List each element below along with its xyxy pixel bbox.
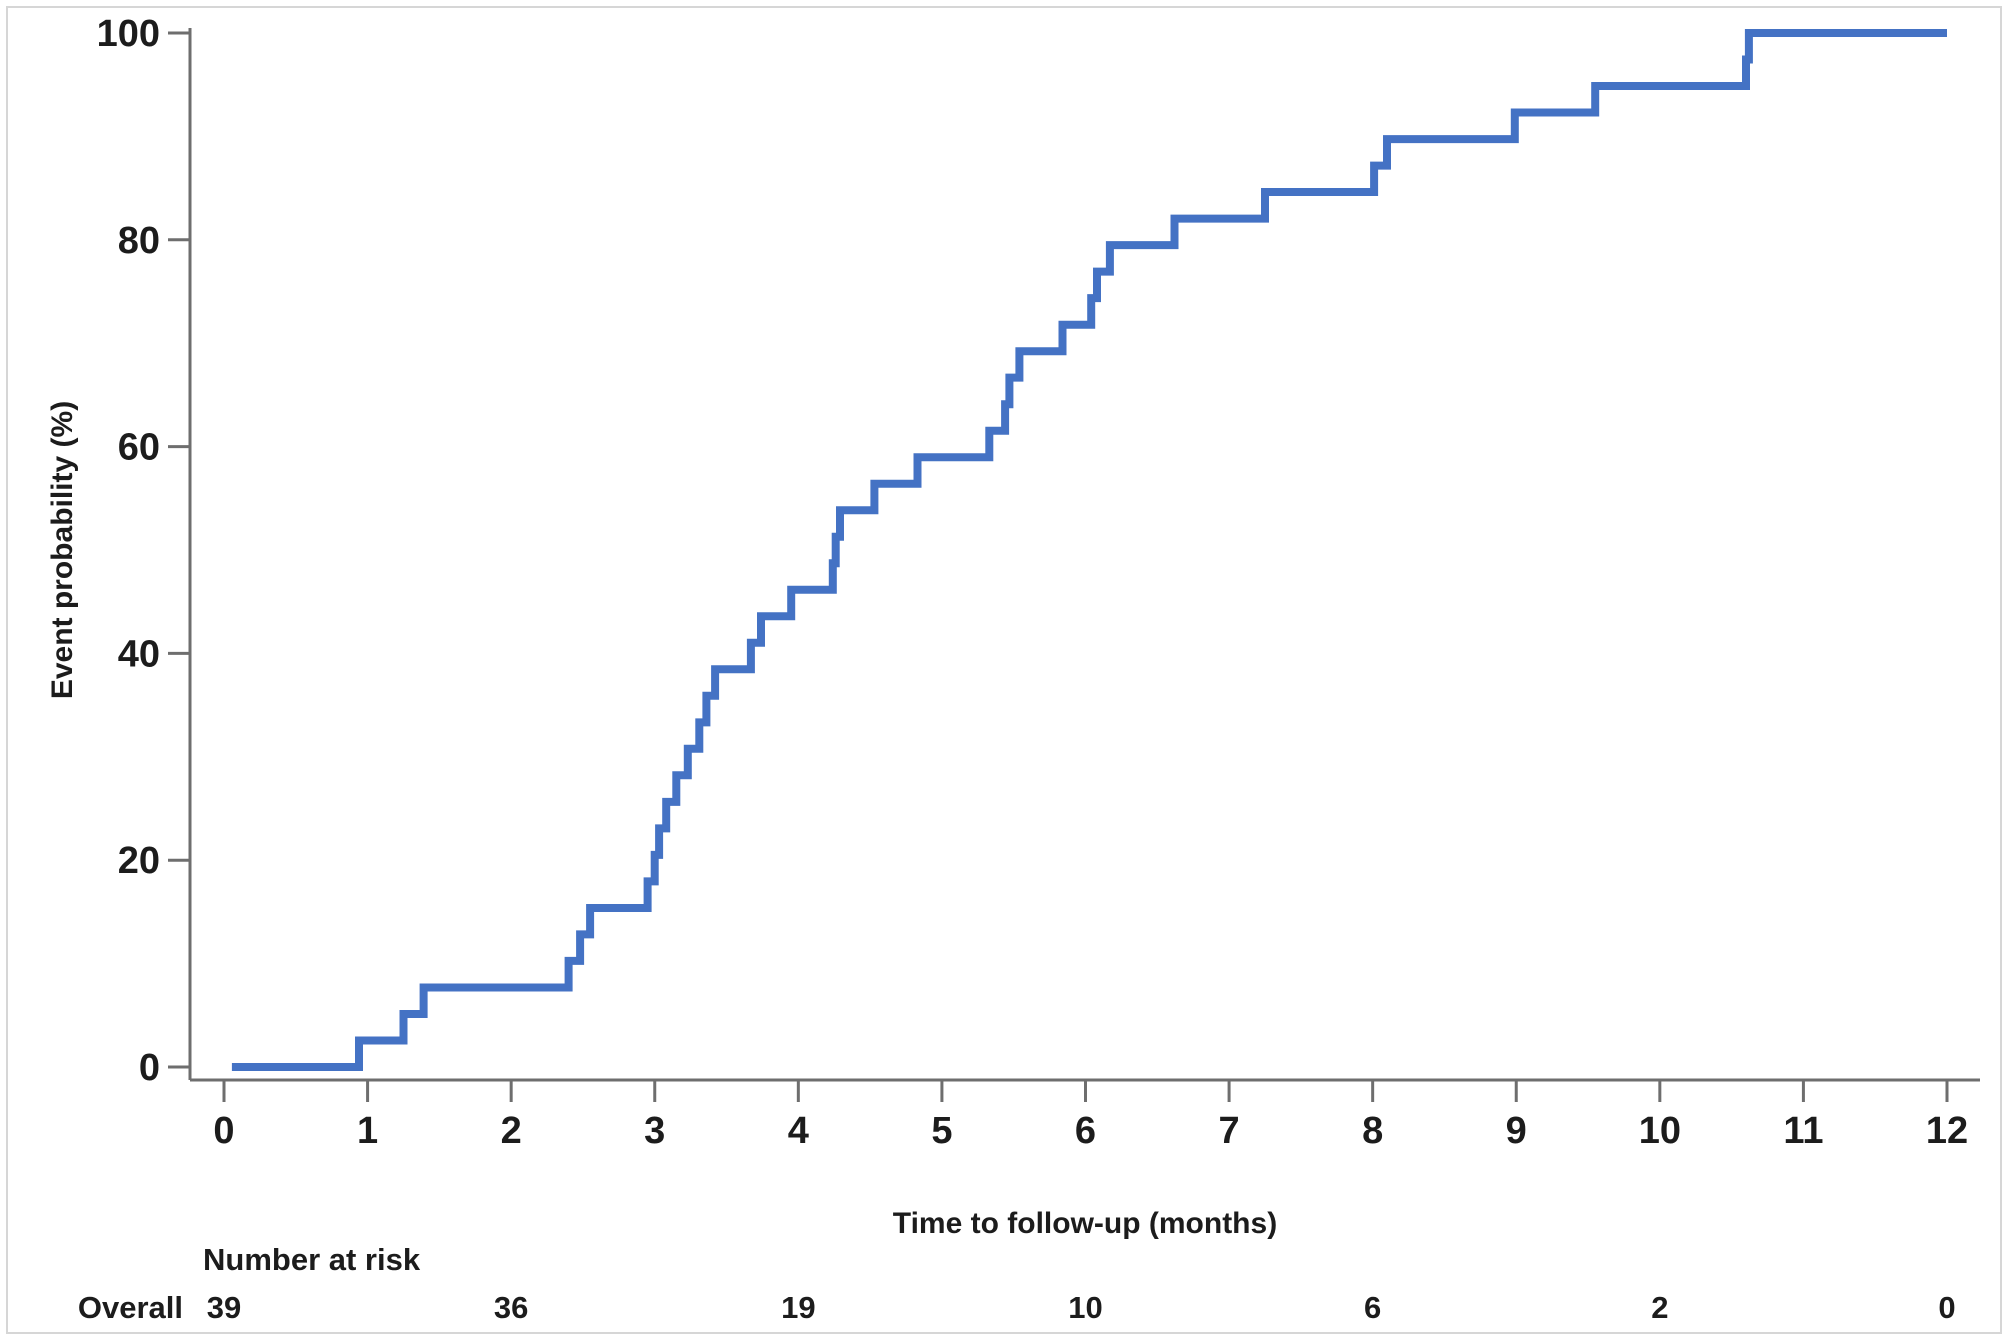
- figure-border: [6, 6, 2002, 1334]
- x-tick-label: 1: [357, 1110, 378, 1152]
- number-at-risk-value: 0: [1938, 1290, 1955, 1325]
- number-at-risk-value: 6: [1364, 1290, 1381, 1325]
- x-tick-label: 2: [501, 1110, 522, 1152]
- x-tick-label: 4: [788, 1110, 809, 1152]
- y-tick-label: 100: [97, 13, 160, 55]
- x-tick-label: 7: [1219, 1110, 1240, 1152]
- y-tick-label: 0: [139, 1047, 160, 1089]
- x-tick-label: 6: [1075, 1110, 1096, 1152]
- event-probability-curve-group: [231, 29, 1947, 1071]
- number-at-risk-value: 36: [494, 1290, 528, 1325]
- x-tick-label: 11: [1783, 1110, 1823, 1152]
- x-tick-label: 0: [213, 1110, 234, 1152]
- y-axis-ticks: 0 20 40 60 80 100: [97, 13, 190, 1089]
- x-tick-label: 3: [644, 1110, 665, 1152]
- number-at-risk-header: Number at risk: [203, 1242, 421, 1277]
- number-at-risk-value: 19: [781, 1290, 815, 1325]
- x-axis-title: Time to follow-up (months): [893, 1207, 1277, 1240]
- y-tick-label: 40: [118, 633, 160, 675]
- y-tick-label: 20: [118, 840, 160, 882]
- x-tick-label: 9: [1506, 1110, 1527, 1152]
- x-tick-label: 12: [1926, 1110, 1968, 1152]
- number-at-risk-value: 39: [207, 1290, 241, 1325]
- y-tick-label: 80: [118, 220, 160, 262]
- x-axis-ticks: 0 1 2 3 4 5 6 7 8 9 10 11 12: [213, 1080, 1968, 1152]
- x-tick-label: 10: [1639, 1110, 1681, 1152]
- x-tick-label: 5: [931, 1110, 952, 1152]
- y-tick-label: 60: [118, 427, 160, 469]
- number-at-risk-value: 10: [1068, 1290, 1102, 1325]
- number-at-risk-row-label: Overall: [78, 1290, 183, 1325]
- number-at-risk-values: 39 36 19 10 6 2 0: [207, 1290, 1956, 1325]
- number-at-risk-value: 2: [1651, 1290, 1668, 1325]
- event-probability-step-curve: [231, 29, 1947, 1071]
- x-tick-label: 8: [1362, 1110, 1383, 1152]
- y-axis-title: Event probability (%): [46, 401, 79, 699]
